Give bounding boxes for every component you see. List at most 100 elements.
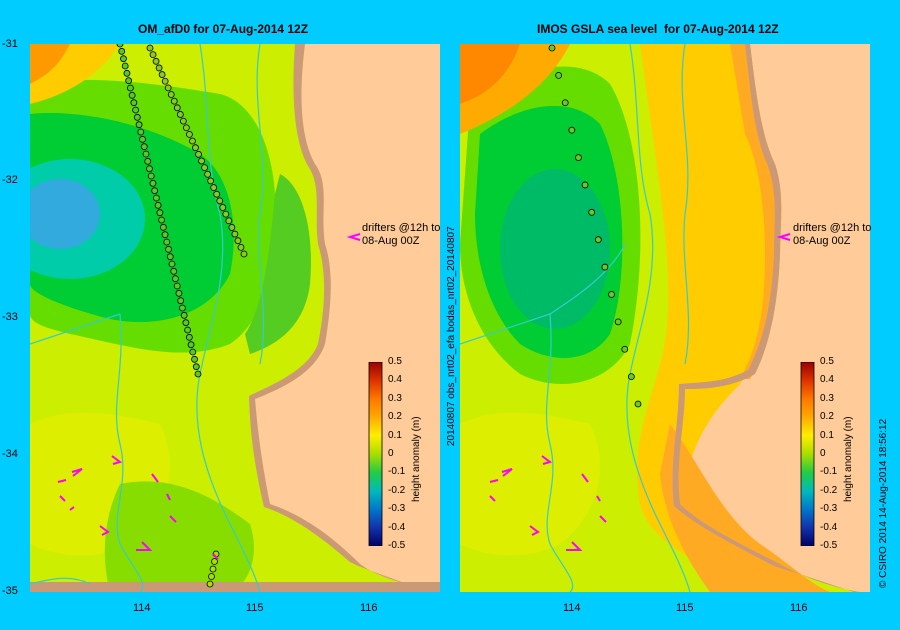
drifter-marker	[186, 130, 193, 138]
drifter-marker	[128, 91, 136, 99]
right-title: IMOS GSLA sea level for 07-Aug-2014 12Z	[537, 22, 779, 36]
drifter-marker	[201, 164, 208, 172]
left-xtick-114: 114	[133, 602, 151, 614]
drifter-marker	[140, 143, 148, 151]
drifter-marker	[561, 99, 569, 107]
drifter-marker	[172, 275, 179, 283]
left-river-4	[30, 313, 121, 345]
colorbar-tick: 0.4	[388, 374, 402, 386]
drifter-marker	[149, 179, 157, 187]
colorbar-tick: 0.3	[388, 392, 402, 404]
left-drifter-note-1: drifters @12h to	[362, 222, 441, 234]
drifter-marker	[234, 237, 242, 245]
colorbar-tick: 0.5	[820, 356, 834, 367]
drifter-marker	[153, 194, 160, 202]
left-river-2	[256, 44, 265, 365]
right-river-3	[545, 313, 574, 592]
drifter-marker	[130, 99, 138, 107]
drifter-marker	[118, 47, 126, 55]
drifter-marker	[195, 150, 202, 158]
drifter-marker	[127, 84, 134, 92]
colorbar-tick: 0.1	[388, 429, 402, 441]
right-orange-south	[660, 424, 830, 592]
drifter-marker	[225, 217, 233, 225]
right-map-panel	[460, 44, 870, 592]
drifter-marker	[634, 400, 642, 408]
left-drifter-note-2: 08-Aug 00Z	[362, 235, 420, 247]
drifter-marker	[142, 150, 150, 158]
left-colorbar	[368, 362, 383, 546]
drifter-marker	[170, 97, 178, 105]
colorbar-tick: 0.2	[820, 411, 834, 423]
drifter-marker	[180, 311, 188, 319]
left-bottom-strip	[30, 582, 440, 592]
drifter-marker	[173, 104, 181, 112]
left-river-3	[115, 313, 144, 592]
right-xtick-116: 116	[790, 602, 808, 614]
right-orange-nw	[460, 44, 520, 104]
drifter-marker	[192, 144, 199, 152]
drifter-marker	[601, 263, 609, 271]
colorbar-tick: 0	[388, 448, 394, 459]
colorbar-tick: 0	[820, 448, 826, 459]
drifter-marker	[178, 304, 186, 312]
drifter-marker	[116, 44, 124, 48]
colorbar-tick: 0.1	[820, 429, 834, 441]
drifter-marker	[149, 51, 157, 59]
colorbar-tick: -0.5	[820, 540, 838, 551]
right-drifter-note-1: drifters @12h to	[793, 222, 872, 234]
drifter-marker	[185, 333, 193, 341]
colorbar-tick: -0.3	[388, 503, 406, 515]
drifter-marker	[194, 370, 202, 378]
drifter-marker	[182, 124, 190, 132]
left-drifter-track-1	[116, 44, 220, 588]
drifter-marker	[192, 363, 200, 371]
colorbar-tick: -0.3	[820, 503, 838, 515]
colorbar-tick: -0.4	[388, 521, 406, 533]
left-green-south	[104, 481, 254, 592]
left-drift-arrows	[57, 455, 219, 560]
drifter-marker	[621, 345, 629, 353]
left-map-svg	[30, 44, 440, 592]
drifter-marker	[121, 62, 129, 70]
drifter-marker	[211, 558, 218, 565]
right-map-svg	[460, 44, 860, 592]
drifter-marker	[216, 197, 224, 205]
colorbar-tick: 0.5	[388, 356, 402, 367]
drifter-marker	[213, 190, 221, 198]
colorbar-tick: -0.2	[820, 484, 838, 496]
drifter-marker	[156, 209, 164, 217]
right-coast-sand	[672, 44, 860, 592]
right-side-label: 20140807 obs_nrt02_efa bodas_nrt02_20140…	[446, 226, 457, 446]
drifter-marker	[158, 71, 166, 78]
drifter-marker	[123, 69, 131, 77]
left-cyan-core	[30, 179, 100, 249]
drifter-marker	[139, 135, 146, 143]
drifter-marker	[146, 165, 153, 173]
ytick-32: -32	[2, 174, 18, 186]
drifter-marker	[206, 580, 214, 588]
drifter-marker	[177, 297, 185, 305]
drifter-marker	[189, 137, 196, 145]
right-river-4	[460, 243, 626, 345]
left-drifter-track-2	[146, 44, 248, 258]
right-river-1	[626, 44, 691, 592]
right-orange-coast	[730, 44, 782, 379]
drifter-marker	[146, 44, 154, 52]
drifter-marker	[133, 113, 141, 121]
drifter-marker	[594, 236, 602, 244]
right-drift-arrows	[489, 455, 607, 551]
drifter-marker	[163, 238, 171, 246]
right-xtick-114: 114	[563, 602, 581, 614]
right-yellow-sw	[460, 412, 600, 556]
drifter-marker	[161, 231, 169, 239]
colorbar-tick: -0.2	[388, 484, 406, 496]
drifter-marker	[170, 267, 178, 275]
drifter-marker	[189, 348, 197, 356]
drifter-marker	[175, 289, 183, 297]
drifter-marker	[209, 565, 217, 573]
drifter-marker	[191, 355, 198, 363]
drifter-marker	[208, 573, 215, 580]
right-green-core	[500, 169, 610, 329]
drifter-marker	[198, 157, 205, 165]
